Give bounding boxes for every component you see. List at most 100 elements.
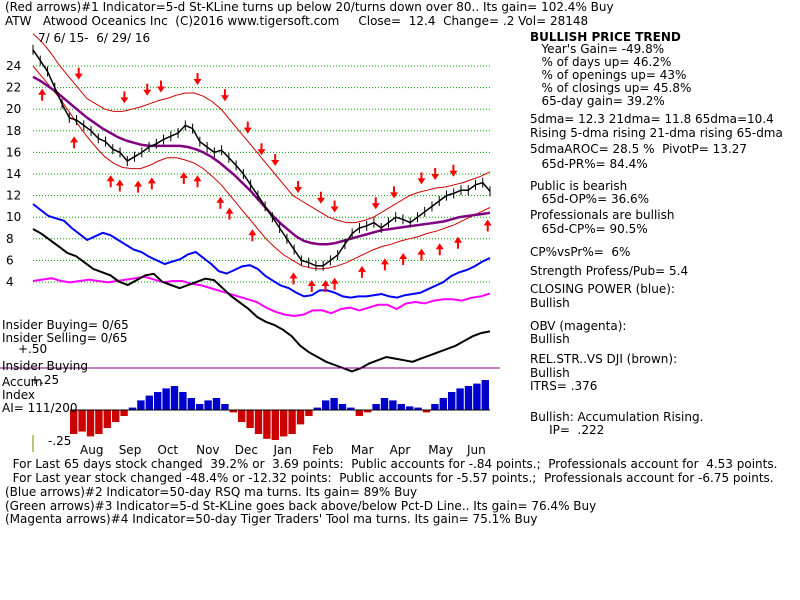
y-tick-label: 12 xyxy=(6,189,21,203)
x-tick-label: Jun xyxy=(466,443,486,457)
footer-line: (Magenta arrows)#4 Indicator=50-day Tige… xyxy=(5,512,538,526)
x-tick-label: Mar xyxy=(351,443,374,457)
rel-strength-line xyxy=(32,228,491,373)
buy-arrow-icon xyxy=(358,265,367,278)
accum-bar xyxy=(280,410,288,437)
accum-bar xyxy=(179,392,187,410)
buy-arrow-icon xyxy=(307,279,316,292)
side-panel-line: Public is bearish xyxy=(530,179,628,193)
side-panel-line: Bullish xyxy=(530,366,570,380)
y-tick-label: 24 xyxy=(6,59,21,73)
y-tick-label: 8 xyxy=(6,232,14,246)
accum-bar xyxy=(78,410,86,432)
accum-bar xyxy=(296,410,305,425)
sell-arrow-icon xyxy=(74,67,83,80)
date-range: 7/ 6/ 15- 6/ 29/ 16 xyxy=(38,31,151,45)
accum-bar xyxy=(254,410,263,434)
x-tick-label: Dec xyxy=(235,443,258,457)
accum-label: Accum xyxy=(2,375,43,389)
sell-arrow-icon xyxy=(330,200,339,213)
y-tick-labels: 4 6 8 10 12 14 16 18 20 22 24 xyxy=(6,59,21,289)
accum-bar xyxy=(448,392,456,410)
accum-bar xyxy=(330,398,338,410)
buy-arrow-icon xyxy=(179,171,188,184)
accum-bar xyxy=(422,410,431,413)
insider-buying-label-2: Insider Buying xyxy=(2,359,88,373)
buy-arrow-icon xyxy=(248,229,257,242)
sell-arrow-icon xyxy=(143,83,152,96)
sell-arrow-icon xyxy=(243,121,252,134)
buy-arrow-icon xyxy=(134,180,143,193)
accum-bar xyxy=(187,398,195,410)
y-tick-label: 20 xyxy=(6,102,21,116)
accum-bar xyxy=(355,410,363,416)
side-panel-line: Bullish: Accumulation Rising. xyxy=(530,410,704,424)
footer-line: For Last year stock changed -48.4% or -1… xyxy=(5,471,774,485)
accum-bar xyxy=(112,410,120,422)
buy-arrow-icon xyxy=(380,258,389,271)
sell-arrow-icon xyxy=(390,186,399,199)
side-panel-line: IP= .222 xyxy=(530,423,605,437)
accum-bar xyxy=(313,407,321,410)
buy-arrow-icon xyxy=(70,136,79,149)
x-tick-label: Oct xyxy=(157,443,178,457)
side-panel-line: 65d-CP%= 90.5% xyxy=(530,222,648,236)
sell-arrow-icon xyxy=(316,191,325,204)
accum-bar xyxy=(137,400,145,410)
side-panel-line: Bullish xyxy=(530,332,570,346)
sell-arrow-icon xyxy=(257,143,266,156)
accum-bar xyxy=(271,410,279,440)
chart-series xyxy=(32,33,491,373)
x-tick-labels: Aug Sep Oct Nov Dec Jan Feb Mar Apr May Jun xyxy=(80,443,486,457)
accum-bar xyxy=(397,404,405,410)
accum-bar xyxy=(464,386,473,410)
accum-bar xyxy=(347,407,355,410)
x-tick-label: Feb xyxy=(312,443,333,457)
sell-arrow-icon xyxy=(193,73,202,85)
footer-line: (Blue arrows)#2 Indicator=50-day RSQ ma … xyxy=(5,485,418,499)
buy-arrow-icon xyxy=(225,207,234,220)
y-tick-label: 10 xyxy=(6,210,21,224)
side-panel-line: ITRS= .376 xyxy=(530,379,598,393)
x-tick-label: Apr xyxy=(390,443,411,457)
accum-bar xyxy=(238,410,246,422)
ma65-line xyxy=(32,75,491,246)
accum-bar xyxy=(162,388,170,410)
buy-arrow-icon xyxy=(399,252,408,265)
obv-line xyxy=(32,275,491,318)
buy-arrow-icon xyxy=(454,236,463,249)
minus25-label: -.25 xyxy=(48,434,72,448)
buy-arrow-icon xyxy=(330,277,339,290)
accum-bar xyxy=(380,398,389,410)
x-tick-label: Nov xyxy=(196,443,219,457)
price-line xyxy=(32,49,491,267)
side-panel-line: Professionals are bullish xyxy=(530,208,675,222)
lower-band-line xyxy=(32,65,491,270)
accumulation-histogram xyxy=(70,380,490,440)
buy-arrow-icon xyxy=(115,179,124,192)
accum-bar xyxy=(120,410,128,416)
buy-arrow-icon xyxy=(193,175,202,188)
side-panel-line: Bullish xyxy=(530,296,570,310)
y-tick-label: 4 xyxy=(6,275,14,289)
accum-bar xyxy=(406,406,414,410)
closing-power-line xyxy=(32,203,491,299)
buy-arrow-icon xyxy=(216,196,225,209)
accum-bar xyxy=(364,410,372,413)
sell-arrow-icon xyxy=(417,172,426,185)
side-panel-line: 65-day gain= 39.2% xyxy=(530,94,665,108)
accum-bar xyxy=(414,407,422,410)
sell-arrow-icon xyxy=(449,164,458,177)
buy-arrow-icon xyxy=(435,243,444,256)
sell-arrow-icon xyxy=(294,181,303,193)
side-panel-line: 5dmaAROC= 28.5 % PivotP= 13.27 xyxy=(530,142,748,156)
accum-bar xyxy=(70,410,78,434)
accum-bar xyxy=(145,395,153,410)
accum-bar xyxy=(103,410,111,428)
side-panel-line: % of openings up= 43% xyxy=(530,68,687,82)
sell-arrow-icon xyxy=(156,80,165,93)
x-tick-label: May xyxy=(428,443,453,457)
side-panel-line: CP%vsPr%= 6% xyxy=(530,245,631,259)
accum-bar xyxy=(204,400,212,410)
index-label: Index xyxy=(2,388,36,402)
